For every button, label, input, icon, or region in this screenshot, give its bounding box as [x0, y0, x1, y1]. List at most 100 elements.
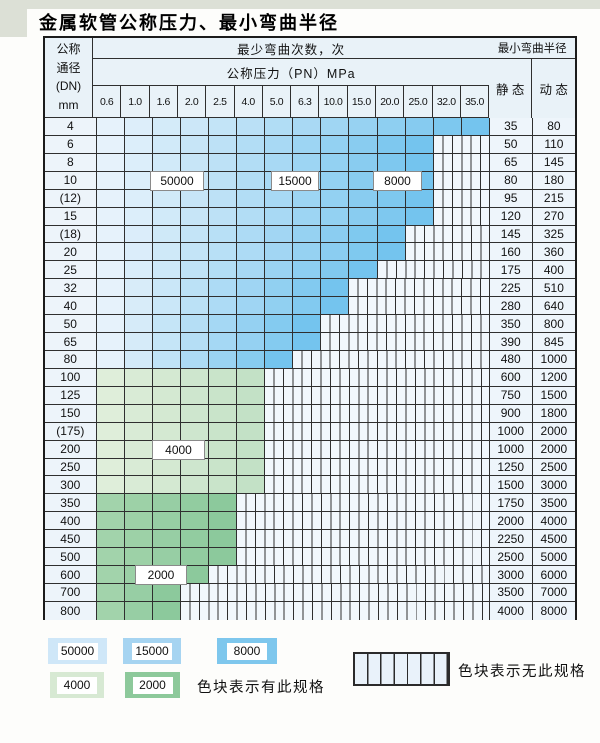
- spec-available-cell: [180, 458, 209, 477]
- cycle-count-label: 50000: [150, 170, 204, 191]
- spec-available-cell: [124, 422, 153, 441]
- spec-available-cell: [293, 315, 322, 334]
- spec-available-cell: [124, 225, 153, 244]
- spec-available-cell: [96, 333, 125, 351]
- static-radius-cell: 95: [489, 189, 533, 208]
- dn-value-cell: 100: [45, 368, 97, 387]
- spec-available-cell: [237, 440, 266, 459]
- static-radius-cell: 480: [489, 350, 533, 369]
- spec-available-cell: [208, 225, 238, 244]
- spec-available-cell: [265, 261, 294, 280]
- dn-value-cell: 65: [45, 333, 97, 351]
- spec-available-cell: [321, 135, 350, 154]
- dn-value-cell: 6: [45, 135, 97, 154]
- spec-available-cell: [293, 261, 322, 280]
- spec-unavailable-cell: [377, 261, 490, 280]
- bend-cycles-header-group: 最少弯曲次数，次 公称压力（PN）MPa 0.6 1.0 1.6 2.0 2.5 4.0 5…: [93, 38, 490, 118]
- spec-unavailable-cell: [433, 171, 490, 190]
- pressure-column-header: 32.0: [432, 86, 461, 118]
- table-row: 80 480 1000: [45, 350, 576, 369]
- spec-available-cell: [96, 135, 125, 154]
- spec-available-cell: [124, 297, 153, 316]
- spec-available-cell: [265, 189, 294, 208]
- spec-available-cell: [96, 386, 125, 405]
- spec-available-cell: [124, 476, 153, 495]
- static-radius-cell: 35: [489, 118, 533, 136]
- spec-unavailable-cell: [265, 422, 490, 441]
- table-row: 32 225 510: [45, 279, 576, 298]
- spec-unavailable-cell: [265, 458, 490, 477]
- spec-available-cell: [180, 279, 209, 298]
- legend-swatch: 8000: [217, 638, 277, 664]
- spec-available-cell: [180, 261, 209, 280]
- spec-available-cell: [265, 135, 294, 154]
- spec-available-cell: [124, 207, 153, 226]
- spec-available-cell: [349, 261, 378, 280]
- spec-available-cell: [237, 458, 266, 477]
- spec-available-cell: [96, 261, 125, 280]
- spec-available-cell: [124, 440, 153, 459]
- spec-available-cell: [180, 566, 209, 584]
- pressure-column-header: 1.6: [149, 86, 178, 118]
- dn-value-cell: 10: [45, 171, 97, 190]
- spec-available-cell: [180, 548, 209, 567]
- spec-available-cell: [152, 512, 181, 531]
- spec-available-cell: [293, 225, 322, 244]
- spec-available-cell: [208, 279, 238, 298]
- legend-absent-swatch: [353, 652, 450, 686]
- spec-unavailable-cell: [321, 315, 490, 334]
- spec-unavailable-cell: [237, 548, 490, 567]
- spec-available-cell: [461, 118, 490, 136]
- dynamic-radius-cell: 6000: [532, 566, 576, 584]
- spec-available-cell: [208, 135, 238, 154]
- spec-available-cell: [180, 297, 209, 316]
- spec-available-cell: [180, 386, 209, 405]
- dn-value-cell: 150: [45, 404, 97, 423]
- spec-available-cell: [208, 261, 238, 280]
- spec-unavailable-cell: [237, 512, 490, 531]
- table-row: 15 120 270: [45, 207, 576, 226]
- spec-available-cell: [265, 279, 294, 298]
- spec-available-cell: [265, 297, 294, 316]
- spec-available-cell: [180, 118, 209, 136]
- static-radius-cell: 1000: [489, 422, 533, 441]
- spec-available-cell: [405, 118, 434, 136]
- spec-available-cell: [152, 243, 181, 262]
- dn-value-cell: 32: [45, 279, 97, 298]
- cycle-count-label: 4000: [152, 439, 205, 460]
- dynamic-radius-cell: 8000: [532, 601, 576, 620]
- spec-available-cell: [321, 171, 350, 190]
- spec-available-cell: [124, 261, 153, 280]
- spec-available-cell: [180, 404, 209, 423]
- pressure-values-row: 0.6 1.0 1.6 2.0 2.5 4.0 5.0 6.3 10.0 15.0 20.0 25.0…: [93, 86, 490, 118]
- dn-value-cell: 350: [45, 494, 97, 513]
- cycle-count-label: 15000: [271, 170, 319, 191]
- spec-available-cell: [208, 171, 238, 190]
- spec-available-cell: [321, 297, 350, 316]
- spec-available-cell: [377, 243, 406, 262]
- pressure-column-header: 25.0: [404, 86, 433, 118]
- spec-available-cell: [96, 440, 125, 459]
- spec-available-cell: [152, 601, 181, 620]
- spec-available-cell: [152, 225, 181, 244]
- spec-available-cell: [180, 333, 209, 351]
- table-row: 400 2000 4000: [45, 512, 576, 531]
- spec-available-cell: [124, 153, 153, 172]
- static-radius-cell: 65: [489, 153, 533, 172]
- spec-available-cell: [321, 225, 350, 244]
- spec-available-cell: [237, 315, 266, 334]
- table-row: 100 600 1200: [45, 368, 576, 387]
- dynamic-radius-cell: 1500: [532, 386, 576, 405]
- spec-unavailable-cell: [208, 566, 490, 584]
- spec-available-cell: [180, 243, 209, 262]
- spec-available-cell: [180, 225, 209, 244]
- spec-available-cell: [265, 225, 294, 244]
- spec-available-cell: [265, 333, 294, 351]
- spec-unavailable-cell: [237, 530, 490, 549]
- spec-available-cell: [152, 476, 181, 495]
- spec-available-cell: [152, 548, 181, 567]
- spec-available-cell: [96, 476, 125, 495]
- spec-available-cell: [237, 333, 266, 351]
- spec-available-cell: [208, 333, 238, 351]
- dynamic-radius-cell: 510: [532, 279, 576, 298]
